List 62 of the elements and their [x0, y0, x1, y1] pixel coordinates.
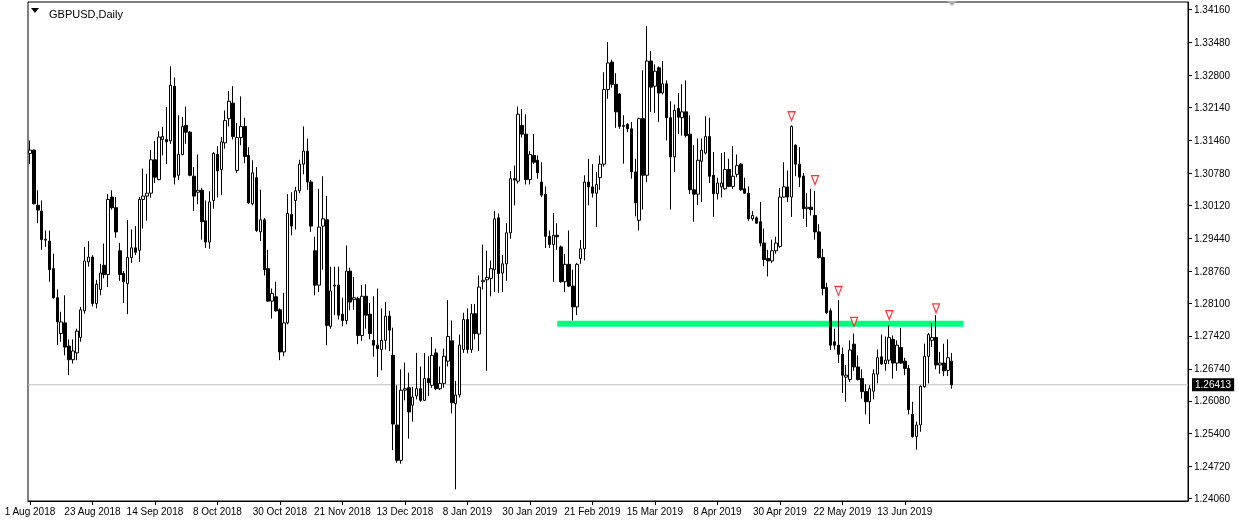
candlestick: [680, 83, 684, 137]
ref-line-label: 1.26413: [1195, 379, 1232, 391]
point: [834, 285, 843, 297]
y-tick-label: 1.26080: [1194, 395, 1231, 407]
y-tick-label: 1.31460: [1194, 134, 1231, 146]
y-tick-label: 1.32140: [1194, 102, 1231, 114]
y-tick-label: 1.34160: [1194, 4, 1231, 16]
y-tick-label: 1.32800: [1194, 70, 1231, 82]
y-tick-label: 1.28760: [1194, 265, 1231, 277]
x-tick-label: 13 Dec 2018: [376, 505, 434, 517]
candlestick: [497, 213, 500, 294]
candlestick: [493, 210, 496, 293]
candlestick: [466, 307, 469, 354]
x-tick-label: 23 Aug 2018: [64, 505, 121, 517]
x-tick-label: 22 May 2019: [813, 505, 872, 517]
x-tick-label: 21 Feb 2019: [564, 505, 621, 517]
candlestick: [423, 352, 426, 402]
candlestick: [657, 65, 661, 123]
candlestick: [345, 244, 348, 325]
y-tick-label: 1.24060: [1194, 493, 1231, 505]
x-tick-label: 30 Apr 2019: [752, 505, 808, 517]
candlestick: [524, 113, 528, 185]
y-tick-label: 1.28100: [1194, 297, 1231, 309]
y-tick-label: 1.30780: [1194, 167, 1231, 179]
x-tick-label: 30 Jan 2019: [502, 505, 558, 517]
candlestick: [157, 130, 161, 181]
candlestick: [208, 190, 211, 250]
candlestick: [552, 212, 555, 283]
x-tick-label: 13 Jun 2019: [877, 505, 933, 517]
candlestick: [126, 219, 129, 315]
y-tick-label: 1.33480: [1194, 37, 1231, 49]
candlestick: [376, 288, 379, 378]
x-tick-label: 15 Mar 2019: [626, 505, 684, 517]
y-tick-label: 1.27420: [1194, 330, 1231, 342]
candlestick: [934, 314, 938, 370]
x-tick-label: 8 Oct 2018: [192, 505, 243, 517]
candlestick: [470, 303, 473, 354]
y-tick-label: 1.26740: [1194, 363, 1231, 375]
point: [787, 111, 796, 122]
candlestick: [720, 152, 723, 199]
y-tick-label: 1.30120: [1194, 199, 1231, 211]
candlestick: [790, 124, 793, 218]
x-tick-label: 1 Aug 2018: [4, 505, 56, 517]
candlestick: [731, 145, 735, 190]
candlestick: [575, 262, 579, 316]
point: [931, 303, 941, 314]
candlestick: [106, 193, 110, 288]
candlestick: [942, 343, 946, 377]
candlestick: [360, 284, 364, 342]
point: [810, 175, 820, 186]
text: GBPUSD,Daily: [49, 7, 124, 20]
x-tick-label: 14 Sep 2018: [126, 505, 184, 517]
y-tick-label: 1.24720: [1194, 461, 1231, 473]
y-tick-label: 1.25400: [1194, 428, 1231, 440]
y-tick-label: 1.29440: [1194, 232, 1231, 244]
point: [885, 310, 894, 321]
x-tick-label: 8 Apr 2019: [693, 505, 742, 517]
x-tick-label: 21 Nov 2018: [314, 505, 372, 517]
candlestick: [333, 266, 336, 316]
x-tick-label: 30 Oct 2018: [252, 505, 308, 517]
x-tick-label: 8 Jan 2019: [442, 505, 493, 517]
point: [849, 316, 859, 328]
